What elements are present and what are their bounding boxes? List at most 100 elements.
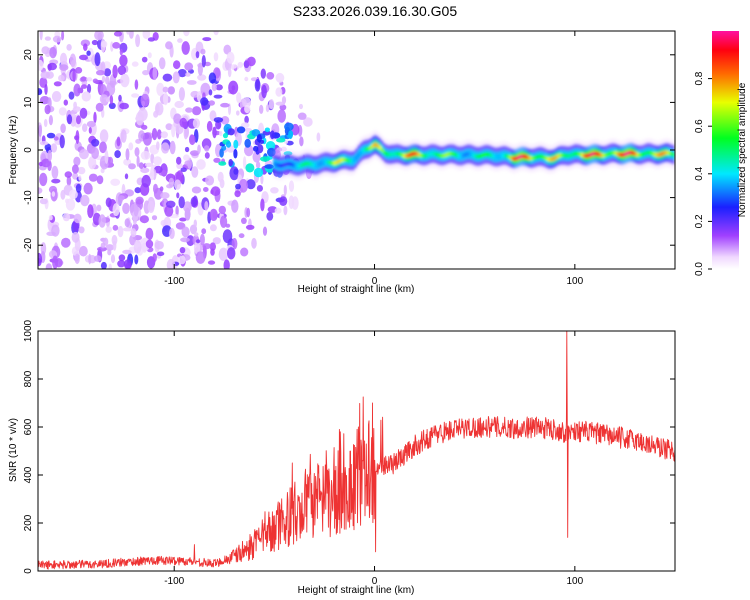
spectrogram-blob xyxy=(197,74,207,81)
spectrogram-blob xyxy=(274,207,282,214)
ridge-segment xyxy=(323,159,327,164)
spectrogram-blob xyxy=(101,40,108,48)
snr-line-layer xyxy=(38,331,675,570)
snr-x-axis-label: Height of straight line (km) xyxy=(298,585,415,596)
ridge-segment xyxy=(349,158,353,164)
spectrogram-blob xyxy=(88,126,92,134)
snr-y-axis-label: SNR (10 * v/v) xyxy=(8,418,19,482)
spectrogram-blob xyxy=(270,187,279,194)
spectrogram-blob xyxy=(94,52,101,67)
spectrogram-blob xyxy=(202,37,212,42)
ridge-segment xyxy=(618,152,623,157)
spectrogram-blob xyxy=(141,56,148,63)
ridge-segment xyxy=(455,153,459,158)
spectrogram-blob xyxy=(156,129,162,140)
ridge-segment xyxy=(405,153,409,158)
spectrogram-blob xyxy=(78,175,82,181)
ridge-segment xyxy=(566,153,570,158)
spectrogram-blob xyxy=(213,31,219,36)
spectrogram-blob xyxy=(241,217,247,224)
ridge-segment xyxy=(474,154,478,159)
spectrogram-blob xyxy=(165,200,176,208)
spectrogram-blob xyxy=(120,73,130,88)
ridge-segment xyxy=(587,153,591,158)
ridge-segment xyxy=(575,151,579,156)
spectrogram-blob xyxy=(153,110,159,118)
spectrogram-blob xyxy=(108,102,116,110)
spectrogram-blob xyxy=(38,187,43,194)
spectrogram-blob xyxy=(128,163,136,170)
spectrogram-blob xyxy=(223,259,230,269)
spectrogram-blob xyxy=(81,91,92,102)
spectrogram-blob xyxy=(275,101,285,106)
ridge-segment xyxy=(554,155,558,160)
ridge-segment xyxy=(525,155,529,160)
spectrogram-blob xyxy=(77,166,86,175)
spectrogram-blob xyxy=(276,137,286,143)
spectrogram-blob xyxy=(123,158,132,166)
spectrogram-blob xyxy=(279,196,288,207)
spectrogram-blob xyxy=(124,218,130,228)
spectrogram-blob xyxy=(191,166,199,178)
spectrogram-blob xyxy=(297,112,307,120)
spectrogram-blob xyxy=(69,53,77,67)
spectrogram-blob xyxy=(209,242,216,251)
spectrogram-blob xyxy=(177,69,187,78)
spectrogram-blob xyxy=(284,122,294,131)
ridge-segment xyxy=(453,152,457,157)
spectrogram-blob xyxy=(66,114,73,125)
spectrogram-blob xyxy=(141,124,148,130)
spectrogram-blob xyxy=(51,91,62,102)
spectrogram-blob xyxy=(151,215,158,221)
ridge-segment xyxy=(419,153,423,158)
spectrogram-blob xyxy=(100,168,105,174)
spectrogram-blob xyxy=(270,130,275,140)
spectrogram-blob xyxy=(117,260,126,268)
spectrogram-blob xyxy=(184,62,194,71)
spectrogram-blob xyxy=(189,134,196,146)
spectrogram-blob xyxy=(231,199,239,213)
spectrogram-blob xyxy=(212,237,221,245)
ridge-segment xyxy=(640,152,644,157)
spectrogram-y-tick-label: 0 xyxy=(23,147,34,153)
spectrogram-blob xyxy=(134,187,142,194)
spectrogram-blob xyxy=(244,115,249,124)
ridge-segment xyxy=(563,153,567,158)
spectrogram-blob xyxy=(147,200,155,213)
spectrogram-blob xyxy=(86,120,96,128)
spectrogram-blob xyxy=(208,100,215,106)
spectrogram-blob xyxy=(43,118,48,128)
spectrogram-blob xyxy=(100,261,107,269)
spectrogram-blob xyxy=(191,186,202,194)
ridge-segment xyxy=(489,153,493,158)
spectrogram-blob xyxy=(200,48,206,55)
spectrogram-blob xyxy=(256,144,264,154)
spectrogram-blob xyxy=(135,111,144,126)
spectrogram-blob xyxy=(255,161,261,169)
spectrogram-blob xyxy=(112,42,121,49)
spectrogram-blob xyxy=(219,148,224,158)
ridge-segment xyxy=(594,151,599,156)
spectrogram-blob xyxy=(139,215,149,224)
spectrogram-noise-blobs xyxy=(38,31,321,269)
spectrogram-blob xyxy=(66,44,72,51)
ridge-segment xyxy=(308,161,312,167)
spectrogram-blob xyxy=(79,245,88,257)
spectrogram-blob xyxy=(147,37,155,42)
spectrogram-blob xyxy=(152,253,157,262)
spectrogram-blob xyxy=(244,144,254,157)
ridge-segment xyxy=(417,152,421,157)
spectrogram-blob xyxy=(192,118,200,129)
spectrogram-heatmap xyxy=(38,31,675,269)
spectrogram-blob xyxy=(228,159,233,167)
ridge-segment xyxy=(505,154,510,159)
spectrogram-blob xyxy=(128,142,134,151)
ridge-segment xyxy=(438,153,442,158)
spectrogram-blob xyxy=(147,52,152,59)
ridge-segment xyxy=(650,151,654,156)
spectrogram-blob xyxy=(220,102,230,108)
spectrogram-blob xyxy=(122,227,133,232)
spectrogram-blob xyxy=(283,184,287,196)
spectrogram-blob xyxy=(291,196,299,210)
ridge-segment xyxy=(356,152,361,158)
